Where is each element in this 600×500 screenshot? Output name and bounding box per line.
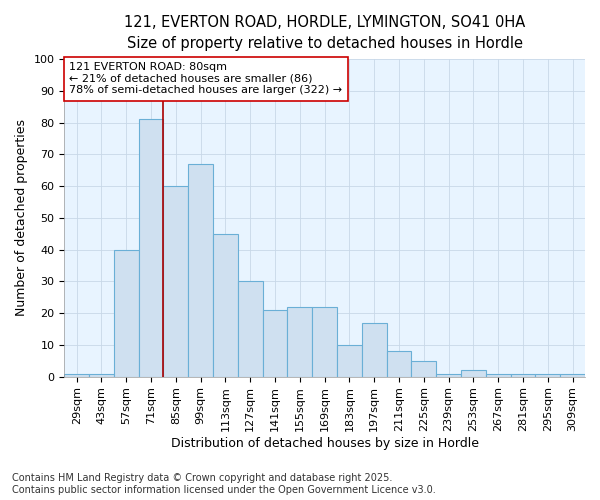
Bar <box>163 186 188 376</box>
Bar <box>386 352 412 376</box>
Bar <box>89 374 114 376</box>
Bar <box>436 374 461 376</box>
Bar <box>188 164 213 376</box>
Bar <box>139 120 163 376</box>
Bar <box>287 307 312 376</box>
Bar <box>337 345 362 376</box>
Bar <box>64 374 89 376</box>
Text: Contains HM Land Registry data © Crown copyright and database right 2025.
Contai: Contains HM Land Registry data © Crown c… <box>12 474 436 495</box>
Bar <box>312 307 337 376</box>
Bar <box>238 282 263 376</box>
Bar <box>461 370 486 376</box>
Bar <box>213 234 238 376</box>
Bar <box>362 322 386 376</box>
Bar <box>412 361 436 376</box>
Text: 121 EVERTON ROAD: 80sqm
← 21% of detached houses are smaller (86)
78% of semi-de: 121 EVERTON ROAD: 80sqm ← 21% of detache… <box>70 62 343 96</box>
Y-axis label: Number of detached properties: Number of detached properties <box>15 120 28 316</box>
Bar <box>114 250 139 376</box>
Bar <box>560 374 585 376</box>
Bar <box>511 374 535 376</box>
Bar <box>263 310 287 376</box>
Title: 121, EVERTON ROAD, HORDLE, LYMINGTON, SO41 0HA
Size of property relative to deta: 121, EVERTON ROAD, HORDLE, LYMINGTON, SO… <box>124 15 525 51</box>
Bar <box>486 374 511 376</box>
X-axis label: Distribution of detached houses by size in Hordle: Distribution of detached houses by size … <box>170 437 479 450</box>
Bar <box>535 374 560 376</box>
